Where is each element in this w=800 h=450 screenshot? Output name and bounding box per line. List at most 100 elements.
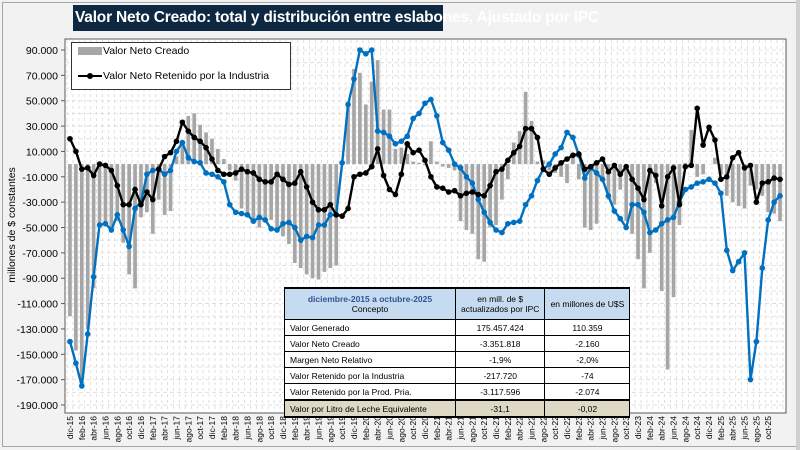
bar [145, 164, 149, 213]
series-prod-pria-point [505, 220, 511, 227]
series-prod-pria-point [570, 134, 576, 141]
bar [393, 148, 398, 165]
x-tick-label: ago-19 [325, 416, 335, 443]
series-industria-point [439, 185, 446, 191]
series-industria-point [676, 201, 683, 208]
bar [97, 164, 102, 228]
x-tick-label: abr-20 [373, 416, 383, 441]
bar [754, 164, 759, 190]
bar [659, 164, 664, 291]
bar [322, 164, 327, 272]
series-industria-point [286, 181, 292, 188]
series-industria-point [475, 191, 482, 198]
series-industria-point [647, 167, 653, 174]
bar [156, 164, 161, 200]
series-prod-pria-point [439, 139, 446, 146]
series-industria-point [155, 166, 162, 172]
series-industria-point [84, 165, 91, 171]
x-tick-label: ago-23 [609, 416, 619, 443]
bar [198, 124, 202, 165]
series-industria-point [694, 105, 700, 112]
bar [417, 162, 421, 165]
series-prod-pria-point [114, 212, 121, 218]
row-label: Valor Neto Creado [284, 335, 456, 352]
bar [648, 164, 652, 253]
legend-item-valor-neto-creado: Valor Neto Creado [78, 45, 189, 57]
series-industria-point [268, 179, 274, 185]
series-prod-pria-point [185, 154, 192, 161]
bar [642, 164, 646, 289]
series-industria-point [232, 170, 239, 176]
x-tick-label: dic-19 [349, 416, 359, 439]
series-prod-pria-point [244, 212, 251, 218]
series-industria-point [73, 148, 79, 155]
header-ars-line1: en mill. de $ [477, 294, 524, 304]
series-industria-point [771, 175, 777, 181]
series-industria-point [67, 135, 73, 142]
series-industria-point [652, 172, 659, 179]
series-prod-pria-point [747, 376, 754, 383]
bar [405, 153, 410, 165]
x-tick-label: oct-23 [621, 416, 631, 440]
header-period: diciembre-2015 a octubre-2025 [307, 294, 433, 304]
x-tick-label: feb-25 [716, 416, 726, 440]
series-prod-pria-point [150, 167, 156, 174]
bar [500, 164, 504, 200]
bar [411, 161, 415, 165]
header-concept: diciembre-2015 a octubre-2025 Concepto [284, 287, 456, 320]
series-industria-point [712, 137, 718, 143]
series-industria-point [363, 170, 369, 176]
x-tick-label: dic-24 [704, 416, 714, 439]
series-prod-pria-point [232, 209, 239, 216]
series-industria-point [629, 176, 635, 183]
series-prod-pria-point [96, 222, 103, 228]
bar [133, 164, 137, 289]
bar [736, 164, 741, 206]
bar [399, 147, 404, 165]
series-prod-pria-point [67, 338, 73, 345]
series-prod-pria-point [90, 274, 97, 280]
x-tick-label: feb-21 [432, 416, 442, 440]
bar [369, 81, 374, 165]
x-tick-label: dic-23 [633, 416, 643, 439]
series-prod-pria-point [226, 201, 233, 208]
series-industria-point [587, 163, 594, 170]
series-prod-pria-point [700, 179, 706, 185]
series-industria-point [765, 179, 772, 185]
series-prod-pria-point [522, 201, 529, 208]
series-industria-point [179, 119, 186, 126]
series-prod-pria-point [416, 110, 422, 117]
x-tick-label: jun-22 [527, 416, 537, 441]
bar [724, 164, 729, 196]
series-industria-point [735, 149, 742, 156]
bar [127, 164, 131, 275]
series-industria-point [493, 168, 499, 175]
series-industria-point [209, 156, 215, 162]
series-prod-pria-point [357, 47, 363, 53]
bar [85, 164, 90, 329]
series-prod-pria-point [712, 180, 718, 186]
series-industria-point [516, 143, 523, 150]
bar [600, 164, 605, 180]
bar [772, 164, 776, 214]
series-prod-pria-point [167, 167, 174, 174]
series-prod-pria-point [718, 190, 724, 197]
bar [79, 164, 84, 386]
series-prod-pria-point [144, 171, 150, 178]
x-tick-label: jun-23 [598, 416, 608, 441]
series-prod-pria-point [221, 179, 227, 185]
series-industria-point [215, 167, 221, 174]
bar [689, 129, 694, 165]
series-prod-pria-point [694, 180, 700, 186]
series-prod-pria-point [463, 173, 470, 180]
bar [713, 157, 717, 165]
series-industria-point [534, 134, 541, 141]
legend-label: Valor Neto Creado [103, 45, 190, 57]
series-industria-point [670, 165, 677, 171]
series-industria-point [753, 199, 760, 205]
series-industria-point [546, 171, 553, 178]
x-tick-label: abr-18 [231, 416, 241, 441]
series-prod-pria-point [398, 138, 405, 145]
x-tick-label: feb-17 [148, 416, 158, 440]
series-industria-point [451, 187, 458, 194]
